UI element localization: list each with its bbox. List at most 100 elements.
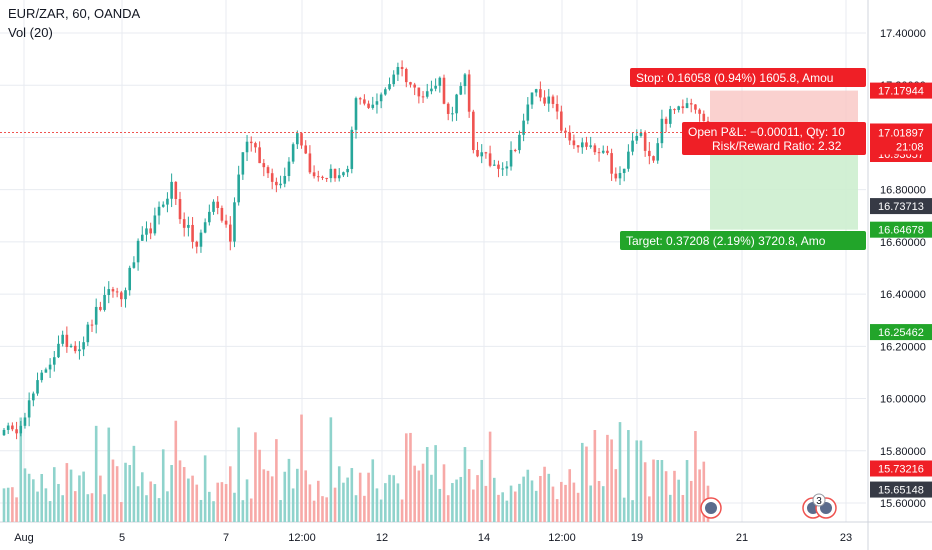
volume-bar — [6, 487, 10, 522]
candle-body — [560, 111, 563, 131]
volume-bar — [648, 496, 651, 522]
candle-body — [140, 234, 144, 241]
volume-bar — [660, 460, 664, 522]
volume-bar — [262, 469, 266, 522]
candle-body — [606, 150, 609, 154]
volume-bar — [195, 484, 199, 522]
candle-body — [631, 140, 634, 152]
volume-bar — [103, 494, 106, 522]
volume-bar — [518, 483, 521, 522]
candle-body — [396, 66, 400, 75]
candle-body — [287, 161, 291, 176]
candle-body — [216, 201, 220, 208]
candle-body — [367, 103, 370, 108]
risk-reward-label: Risk/Reward Ratio: 2.32 — [712, 139, 842, 153]
stop-label-box[interactable] — [630, 68, 866, 87]
candle-body — [589, 145, 592, 147]
volume-bar — [36, 491, 39, 522]
volume-bar — [451, 483, 454, 522]
volume-bar — [572, 482, 576, 522]
target-label-box[interactable] — [620, 231, 866, 250]
volume-bar — [132, 445, 136, 522]
candle-body — [534, 89, 538, 93]
volume-bar — [539, 475, 542, 522]
volume-bar — [371, 459, 375, 522]
x-tick-label: 12 — [376, 532, 388, 544]
candle-body — [664, 118, 668, 124]
volume-bar — [149, 481, 152, 522]
candle-body — [103, 295, 106, 310]
candle-body — [262, 163, 266, 168]
volume-bar — [52, 467, 56, 522]
candle-body — [19, 425, 23, 434]
candle-body — [249, 141, 253, 144]
volume-bar — [664, 471, 668, 522]
volume-indicator-label[interactable]: Vol (20) — [8, 25, 53, 40]
candle-body — [325, 177, 328, 179]
y-tick-label: 17.40000 — [880, 28, 926, 40]
volume-bar — [32, 479, 35, 522]
candle-body — [166, 198, 169, 205]
pnl-box[interactable] — [682, 122, 866, 155]
volume-bar — [417, 470, 421, 522]
volume-bar — [442, 464, 446, 522]
candle-body — [270, 173, 274, 182]
candle-body — [115, 291, 119, 293]
volume-bar — [220, 482, 224, 522]
candle-body — [593, 145, 597, 153]
candle-body — [459, 86, 463, 95]
volume-bar — [480, 459, 484, 522]
candle-body — [501, 168, 504, 170]
candle-body — [363, 99, 366, 104]
volume-bar — [237, 427, 240, 522]
candle-body — [132, 262, 136, 268]
candle-body — [375, 101, 379, 105]
candle-body — [149, 228, 152, 234]
volume-bar — [606, 434, 609, 522]
volume-bar — [254, 432, 257, 522]
candle-body — [291, 144, 295, 162]
volume-bar — [459, 476, 463, 522]
x-tick-label: 5 — [119, 532, 125, 544]
x-tick-label: Aug — [14, 532, 34, 544]
volume-bar — [73, 491, 77, 522]
candle-body — [442, 77, 446, 104]
candle-body — [199, 232, 203, 247]
volume-bar — [208, 491, 211, 522]
volume-bar — [702, 461, 706, 522]
candle-body — [182, 219, 186, 228]
volume-bar — [455, 479, 458, 522]
volume-bar — [333, 487, 337, 522]
volume-bar — [689, 480, 693, 522]
candle-body — [384, 89, 387, 95]
candle-body — [551, 96, 555, 104]
volume-bar — [668, 494, 672, 522]
candle-body — [681, 106, 685, 109]
price-axis-label: 16.73713 — [878, 201, 924, 213]
volume-bar — [124, 462, 127, 522]
volume-bar — [534, 490, 538, 522]
x-tick-label: 7 — [223, 532, 229, 544]
volume-bar — [203, 455, 207, 522]
volume-bar — [463, 447, 467, 522]
volume-bar — [472, 489, 475, 522]
candle-body — [48, 364, 52, 370]
volume-bar — [212, 501, 215, 522]
candle-body — [509, 149, 513, 167]
candle-body — [568, 132, 572, 141]
volume-bar — [15, 497, 18, 522]
candle-body — [124, 290, 127, 300]
candle-body — [32, 393, 35, 401]
candle-body — [233, 202, 236, 242]
candle-body — [555, 103, 559, 112]
candle-body — [6, 425, 10, 430]
volume-bar — [438, 488, 442, 522]
volume-bar — [350, 468, 354, 522]
candle-body — [564, 130, 567, 133]
candle-body — [65, 334, 69, 348]
candle-body — [300, 133, 303, 146]
candle-body — [136, 240, 140, 263]
candle-body — [526, 104, 530, 121]
volume-bar — [400, 499, 404, 522]
